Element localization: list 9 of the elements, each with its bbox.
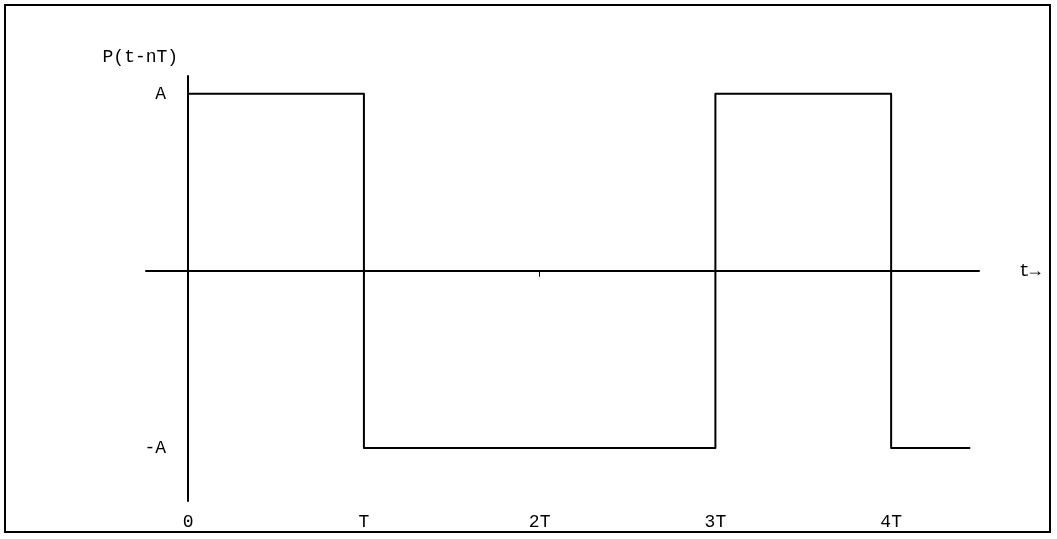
x-axis-title: t→ — [1019, 260, 1041, 281]
x-tick-label: 4T — [880, 512, 903, 532]
annotation: -A — [144, 437, 167, 458]
x-tick-label: T — [358, 512, 370, 532]
x-tick-label: 0 — [182, 512, 194, 532]
annotation: A — [155, 83, 167, 104]
x-tick-label: 3T — [704, 512, 727, 532]
y-axis-title: P(t-nT) — [102, 47, 179, 67]
x-tick-label: 2T — [528, 512, 551, 532]
